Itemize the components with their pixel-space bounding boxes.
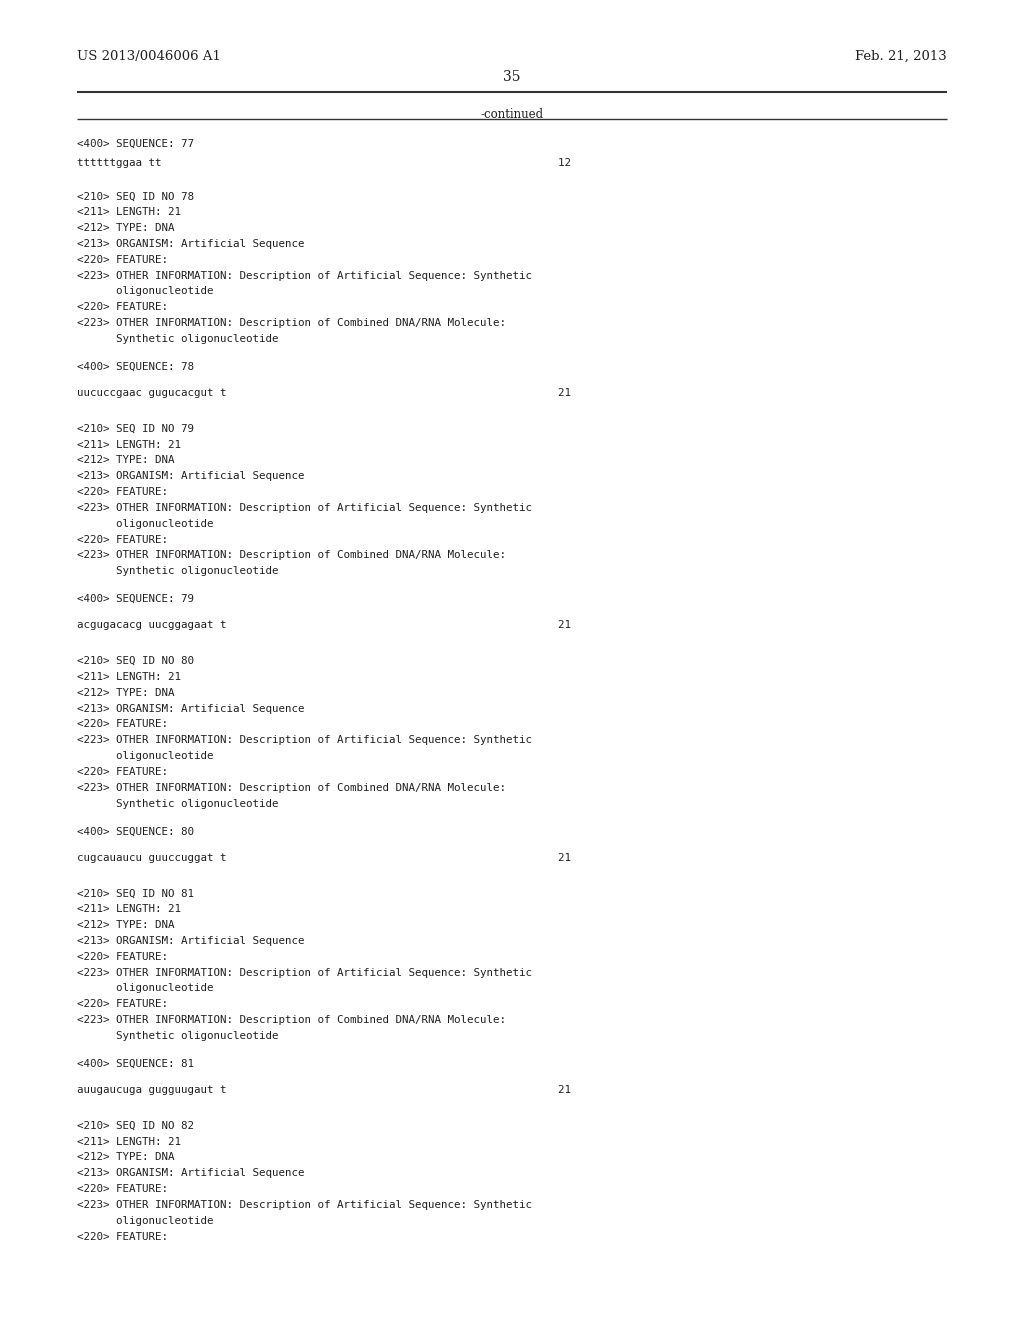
Text: <400> SEQUENCE: 80: <400> SEQUENCE: 80: [77, 826, 194, 837]
Text: acgugacacg uucggagaat t                                                   21: acgugacacg uucggagaat t 21: [77, 620, 570, 631]
Text: <210> SEQ ID NO 79: <210> SEQ ID NO 79: [77, 424, 194, 434]
Text: <220> FEATURE:: <220> FEATURE:: [77, 952, 168, 962]
Text: <220> FEATURE:: <220> FEATURE:: [77, 999, 168, 1010]
Text: Synthetic oligonucleotide: Synthetic oligonucleotide: [77, 334, 279, 345]
Text: <212> TYPE: DNA: <212> TYPE: DNA: [77, 1152, 174, 1163]
Text: <400> SEQUENCE: 78: <400> SEQUENCE: 78: [77, 362, 194, 372]
Text: <400> SEQUENCE: 81: <400> SEQUENCE: 81: [77, 1059, 194, 1069]
Text: <223> OTHER INFORMATION: Description of Artificial Sequence: Synthetic: <223> OTHER INFORMATION: Description of …: [77, 271, 531, 281]
Text: Feb. 21, 2013: Feb. 21, 2013: [855, 50, 947, 63]
Text: ttttttggaa tt                                                             12: ttttttggaa tt 12: [77, 158, 570, 169]
Text: <220> FEATURE:: <220> FEATURE:: [77, 719, 168, 730]
Text: oligonucleotide: oligonucleotide: [77, 751, 213, 762]
Text: <400> SEQUENCE: 79: <400> SEQUENCE: 79: [77, 594, 194, 605]
Text: uucuccgaac gugucacgut t                                                   21: uucuccgaac gugucacgut t 21: [77, 388, 570, 399]
Text: <213> ORGANISM: Artificial Sequence: <213> ORGANISM: Artificial Sequence: [77, 1168, 304, 1179]
Text: <212> TYPE: DNA: <212> TYPE: DNA: [77, 920, 174, 931]
Text: <210> SEQ ID NO 80: <210> SEQ ID NO 80: [77, 656, 194, 667]
Text: <223> OTHER INFORMATION: Description of Artificial Sequence: Synthetic: <223> OTHER INFORMATION: Description of …: [77, 503, 531, 513]
Text: <223> OTHER INFORMATION: Description of Artificial Sequence: Synthetic: <223> OTHER INFORMATION: Description of …: [77, 735, 531, 746]
Text: <220> FEATURE:: <220> FEATURE:: [77, 487, 168, 498]
Text: cugcauaucu guuccuggat t                                                   21: cugcauaucu guuccuggat t 21: [77, 853, 570, 863]
Text: 35: 35: [503, 70, 521, 84]
Text: <213> ORGANISM: Artificial Sequence: <213> ORGANISM: Artificial Sequence: [77, 239, 304, 249]
Text: <212> TYPE: DNA: <212> TYPE: DNA: [77, 223, 174, 234]
Text: <211> LENGTH: 21: <211> LENGTH: 21: [77, 672, 181, 682]
Text: <223> OTHER INFORMATION: Description of Artificial Sequence: Synthetic: <223> OTHER INFORMATION: Description of …: [77, 968, 531, 978]
Text: <210> SEQ ID NO 81: <210> SEQ ID NO 81: [77, 888, 194, 899]
Text: <212> TYPE: DNA: <212> TYPE: DNA: [77, 455, 174, 466]
Text: oligonucleotide: oligonucleotide: [77, 519, 213, 529]
Text: -continued: -continued: [480, 108, 544, 121]
Text: Synthetic oligonucleotide: Synthetic oligonucleotide: [77, 566, 279, 577]
Text: <220> FEATURE:: <220> FEATURE:: [77, 767, 168, 777]
Text: Synthetic oligonucleotide: Synthetic oligonucleotide: [77, 799, 279, 809]
Text: <220> FEATURE:: <220> FEATURE:: [77, 302, 168, 313]
Text: <211> LENGTH: 21: <211> LENGTH: 21: [77, 904, 181, 915]
Text: <223> OTHER INFORMATION: Description of Combined DNA/RNA Molecule:: <223> OTHER INFORMATION: Description of …: [77, 1015, 506, 1026]
Text: oligonucleotide: oligonucleotide: [77, 983, 213, 994]
Text: <220> FEATURE:: <220> FEATURE:: [77, 1232, 168, 1242]
Text: <212> TYPE: DNA: <212> TYPE: DNA: [77, 688, 174, 698]
Text: <211> LENGTH: 21: <211> LENGTH: 21: [77, 440, 181, 450]
Text: <223> OTHER INFORMATION: Description of Combined DNA/RNA Molecule:: <223> OTHER INFORMATION: Description of …: [77, 783, 506, 793]
Text: <213> ORGANISM: Artificial Sequence: <213> ORGANISM: Artificial Sequence: [77, 471, 304, 482]
Text: <210> SEQ ID NO 78: <210> SEQ ID NO 78: [77, 191, 194, 202]
Text: <211> LENGTH: 21: <211> LENGTH: 21: [77, 1137, 181, 1147]
Text: <220> FEATURE:: <220> FEATURE:: [77, 1184, 168, 1195]
Text: <220> FEATURE:: <220> FEATURE:: [77, 535, 168, 545]
Text: US 2013/0046006 A1: US 2013/0046006 A1: [77, 50, 221, 63]
Text: auugaucuga gugguugaut t                                                   21: auugaucuga gugguugaut t 21: [77, 1085, 570, 1096]
Text: <210> SEQ ID NO 82: <210> SEQ ID NO 82: [77, 1121, 194, 1131]
Text: oligonucleotide: oligonucleotide: [77, 286, 213, 297]
Text: <223> OTHER INFORMATION: Description of Artificial Sequence: Synthetic: <223> OTHER INFORMATION: Description of …: [77, 1200, 531, 1210]
Text: Synthetic oligonucleotide: Synthetic oligonucleotide: [77, 1031, 279, 1041]
Text: <211> LENGTH: 21: <211> LENGTH: 21: [77, 207, 181, 218]
Text: <213> ORGANISM: Artificial Sequence: <213> ORGANISM: Artificial Sequence: [77, 936, 304, 946]
Text: <220> FEATURE:: <220> FEATURE:: [77, 255, 168, 265]
Text: <223> OTHER INFORMATION: Description of Combined DNA/RNA Molecule:: <223> OTHER INFORMATION: Description of …: [77, 318, 506, 329]
Text: <213> ORGANISM: Artificial Sequence: <213> ORGANISM: Artificial Sequence: [77, 704, 304, 714]
Text: <223> OTHER INFORMATION: Description of Combined DNA/RNA Molecule:: <223> OTHER INFORMATION: Description of …: [77, 550, 506, 561]
Text: <400> SEQUENCE: 77: <400> SEQUENCE: 77: [77, 139, 194, 149]
Text: oligonucleotide: oligonucleotide: [77, 1216, 213, 1226]
